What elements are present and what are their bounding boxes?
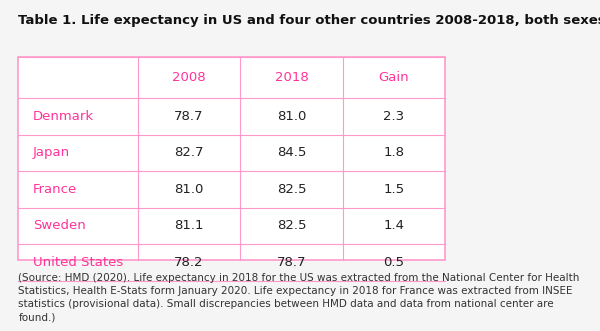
Text: 1.8: 1.8 [383, 147, 404, 160]
Text: (Source: HMD (2020). Life expectancy in 2018 for the US was extracted from the N: (Source: HMD (2020). Life expectancy in … [19, 273, 580, 322]
Text: 81.0: 81.0 [175, 183, 204, 196]
Text: 82.5: 82.5 [277, 219, 306, 232]
FancyBboxPatch shape [19, 57, 445, 260]
Text: 2008: 2008 [172, 71, 206, 84]
Text: United States: United States [32, 256, 123, 269]
Text: 81.1: 81.1 [174, 219, 204, 232]
Text: Table 1. Life expectancy in US and four other countries 2008-2018, both sexes: Table 1. Life expectancy in US and four … [19, 14, 600, 27]
Text: 2018: 2018 [275, 71, 308, 84]
Text: 82.7: 82.7 [174, 147, 204, 160]
Text: 82.5: 82.5 [277, 183, 306, 196]
Text: Denmark: Denmark [32, 110, 94, 123]
Text: 0.5: 0.5 [383, 256, 404, 269]
Text: 1.4: 1.4 [383, 219, 404, 232]
Text: France: France [32, 183, 77, 196]
Text: 78.2: 78.2 [174, 256, 204, 269]
Text: 78.7: 78.7 [174, 110, 204, 123]
Text: 1.5: 1.5 [383, 183, 404, 196]
Text: 78.7: 78.7 [277, 256, 306, 269]
Text: Gain: Gain [379, 71, 409, 84]
Text: 2.3: 2.3 [383, 110, 404, 123]
Text: Sweden: Sweden [32, 219, 85, 232]
Text: Japan: Japan [32, 147, 70, 160]
Text: 84.5: 84.5 [277, 147, 306, 160]
Text: 81.0: 81.0 [277, 110, 306, 123]
